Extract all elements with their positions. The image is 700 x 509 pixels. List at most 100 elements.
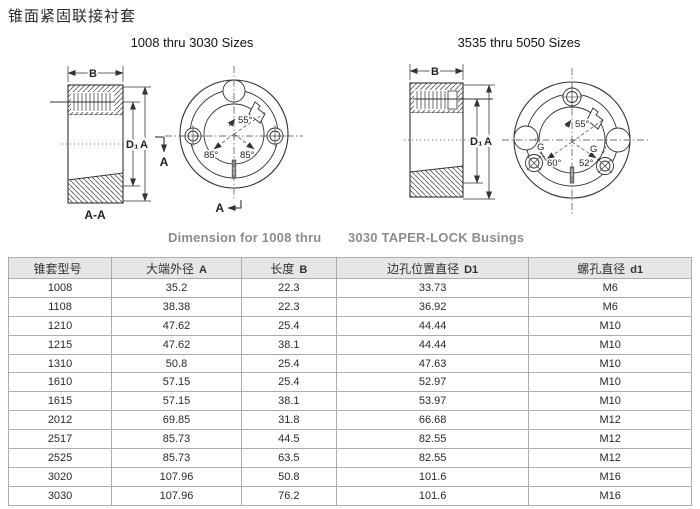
- table-cell: 107.96: [111, 466, 242, 487]
- table-cell: 57.15: [111, 372, 242, 393]
- header-hole-position-d1: 边孔位置直径 D1: [335, 257, 530, 279]
- table-cell: 2525: [7, 448, 113, 468]
- right-angle-52-label: 52°: [579, 158, 594, 169]
- table-row: 2012 69.85 31.8 66.68 M12: [7, 410, 692, 431]
- table-cell: 3020: [7, 466, 113, 487]
- table-header-row: 锥套型号 大端外径 A 长度 B 边孔位置直径 D1 螺孔直径 d1: [7, 257, 692, 279]
- table-cell: 3030: [7, 485, 113, 506]
- table-cell: M10: [528, 334, 692, 355]
- table-cell: 82.55: [335, 429, 530, 450]
- left-angle-85l-label: 85°: [204, 150, 219, 161]
- table-row: 3020 107.96 50.8 101.6 M16: [7, 466, 692, 487]
- table-cell: 38.1: [240, 391, 337, 412]
- table-cell: 47.63: [335, 353, 530, 374]
- table-cell: 52.97: [335, 372, 530, 393]
- right-g-right-label: G: [590, 144, 597, 155]
- table-cell: 33.73: [335, 278, 530, 298]
- table-row: 1610 57.15 25.4 52.97 M10: [7, 372, 692, 393]
- table-cell: 44.44: [335, 334, 530, 355]
- left-dim-b-label: B: [89, 68, 97, 80]
- left-dim-a-label: A: [140, 139, 148, 151]
- table-cell: 38.1: [240, 334, 337, 355]
- table-cell: M12: [528, 410, 692, 431]
- table-cell: 2517: [7, 429, 113, 450]
- header-length-b: 长度 B: [240, 257, 337, 279]
- technical-drawings: B D₁ A A-A A: [50, 64, 648, 222]
- table-cell: M16: [528, 485, 692, 506]
- table-cell: 53.97: [335, 391, 530, 412]
- table-cell: 1210: [7, 315, 113, 336]
- caption-taper-lock: 3030 TAPER-LOCK Busings: [348, 230, 525, 245]
- right-dim-b-label: B: [431, 66, 439, 78]
- table-cell: 2012: [7, 410, 113, 431]
- header-screw-diameter-d1: 螺孔直径 d1: [528, 257, 692, 279]
- caption-dimension-for: Dimension for 1008 thru: [168, 230, 322, 245]
- header-outer-diameter-a: 大端外径 A: [111, 257, 242, 279]
- table-row: 3030 107.96 76.2 101.6 M16: [7, 485, 692, 506]
- table-cell: 1108: [7, 296, 113, 317]
- table-cell: M16: [528, 466, 692, 487]
- dimension-table: 锥套型号 大端外径 A 长度 B 边孔位置直径 D1 螺孔直径 d1 1008 35.2 2…: [7, 257, 692, 506]
- table-cell: 1008: [7, 278, 113, 298]
- table-cell: 38.38: [111, 296, 242, 317]
- table-cell: 82.55: [335, 448, 530, 468]
- table-cell: 31.8: [240, 410, 337, 431]
- table-cell: 107.96: [111, 485, 242, 506]
- table-cell: M6: [528, 296, 692, 317]
- header-model: 锥套型号: [7, 257, 113, 279]
- table-cell: 25.4: [240, 315, 337, 336]
- right-angle-60-label: 60°: [547, 158, 562, 169]
- table-cell: 22.3: [240, 278, 337, 298]
- left-section-label: A-A: [84, 208, 106, 222]
- table-cell: M12: [528, 448, 692, 468]
- right-drawing-subtitle: 3535 thru 5050 Sizes: [457, 35, 581, 50]
- table-cell: M6: [528, 278, 692, 298]
- table-row: 2517 85.73 44.5 82.55 M12: [7, 429, 692, 450]
- left-angle-85r-label: 85°: [240, 150, 255, 161]
- right-g-left-label: G: [537, 142, 544, 153]
- table-cell: 66.68: [335, 410, 530, 431]
- table-cell: 1610: [7, 372, 113, 393]
- table-cell: 85.73: [111, 429, 242, 450]
- table-cell: 76.2: [240, 485, 337, 506]
- table-cell: 44.44: [335, 315, 530, 336]
- left-cross-section: [50, 66, 167, 204]
- table-cell: 44.5: [240, 429, 337, 450]
- right-cross-section: [404, 64, 495, 200]
- table-cell: M10: [528, 372, 692, 393]
- table-row: 2525 85.73 63.5 82.55 M12: [7, 448, 692, 468]
- table-cell: 69.85: [111, 410, 242, 431]
- right-dim-d1-label: D₁: [470, 136, 483, 148]
- table-cell: 63.5: [240, 448, 337, 468]
- table-cell: 85.73: [111, 448, 242, 468]
- table-cell: 25.4: [240, 353, 337, 374]
- table-cell: 50.8: [111, 353, 242, 374]
- table-cell: 1615: [7, 391, 113, 412]
- table-cell: M10: [528, 315, 692, 336]
- left-section-arrow-side-label: A: [160, 155, 169, 169]
- left-dim-d1-label: D₁: [126, 139, 139, 151]
- table-body: 1008 35.2 22.3 33.73 M6 1108 38.38 22.3 36.92 M6 1…: [7, 278, 692, 506]
- table-row: 1108 38.38 22.3 36.92 M6: [7, 296, 692, 317]
- table-row: 1310 50.8 25.4 47.63 M10: [7, 353, 692, 374]
- table-row: 1008 35.2 22.3 33.73 M6: [7, 278, 692, 298]
- table-cell: 25.4: [240, 372, 337, 393]
- table-row: 1615 57.15 38.1 53.97 M10: [7, 391, 692, 412]
- left-front-view: [165, 66, 303, 211]
- table-cell: 101.6: [335, 466, 530, 487]
- table-cell: 36.92: [335, 296, 530, 317]
- right-front-view: [502, 68, 648, 214]
- table-cell: 50.8: [240, 466, 337, 487]
- table-row: 1210 47.62 25.4 44.44 M10: [7, 315, 692, 336]
- left-section-arrow-bottom-label: A: [215, 201, 224, 215]
- left-drawing-subtitle: 1008 thru 3030 Sizes: [130, 35, 254, 50]
- table-cell: 22.3: [240, 296, 337, 317]
- right-angle-55-label: 55°: [575, 119, 590, 130]
- table-cell: 101.6: [335, 485, 530, 506]
- table-cell: 47.62: [111, 315, 242, 336]
- table-cell: 1310: [7, 353, 113, 374]
- table-cell: M12: [528, 429, 692, 450]
- table-cell: M10: [528, 391, 692, 412]
- table-cell: M10: [528, 353, 692, 374]
